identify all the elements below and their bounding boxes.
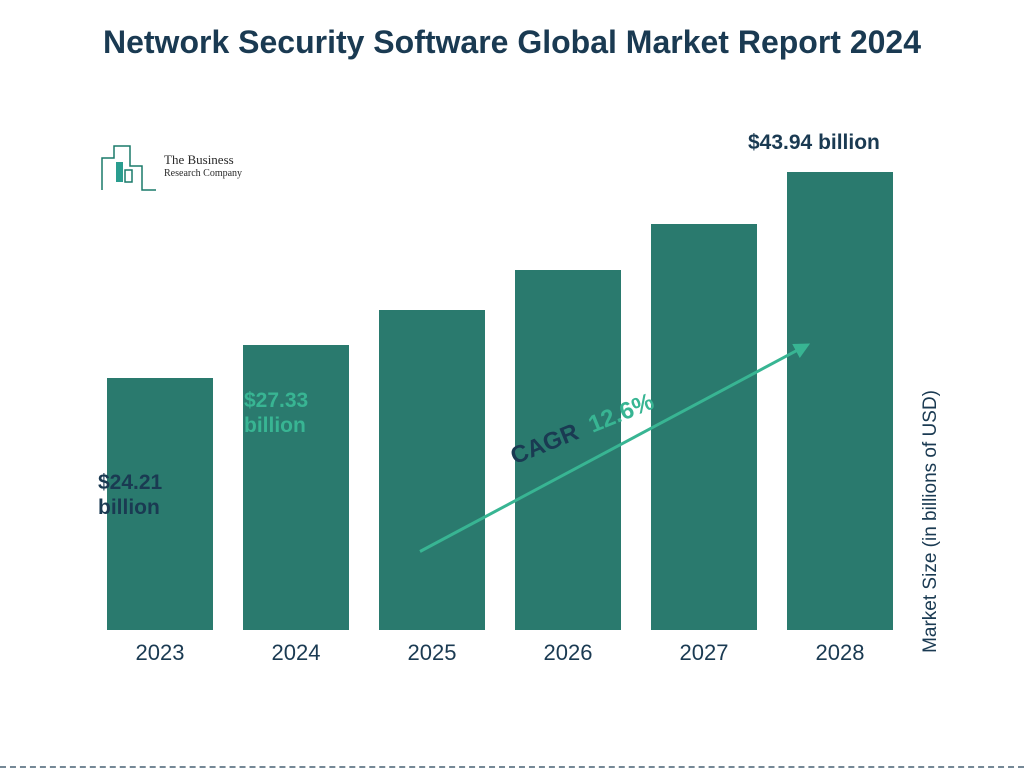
- value-label: $24.21billion: [98, 470, 162, 520]
- chart-area: 202320242025202620272028 CAGR 12.6% Mark…: [90, 130, 930, 720]
- chart-title: Network Security Software Global Market …: [0, 0, 1024, 62]
- x-tick-label: 2028: [816, 640, 865, 666]
- bars-container: 202320242025202620272028: [90, 130, 910, 630]
- x-tick-label: 2026: [544, 640, 593, 666]
- x-tick-label: 2027: [680, 640, 729, 666]
- bar-slot: 2025: [372, 310, 492, 630]
- bar-plot: 202320242025202620272028: [90, 130, 910, 670]
- bar: [651, 224, 757, 630]
- x-tick-label: 2025: [408, 640, 457, 666]
- bar-slot: 2027: [644, 224, 764, 630]
- bar: [379, 310, 485, 630]
- y-axis-label: Market Size (in billions of USD): [920, 390, 942, 653]
- bar: [787, 172, 893, 630]
- value-label: $43.94 billion: [748, 130, 880, 155]
- x-tick-label: 2023: [136, 640, 185, 666]
- x-tick-label: 2024: [272, 640, 321, 666]
- value-label: $27.33billion: [244, 388, 308, 438]
- bar-slot: 2028: [780, 172, 900, 630]
